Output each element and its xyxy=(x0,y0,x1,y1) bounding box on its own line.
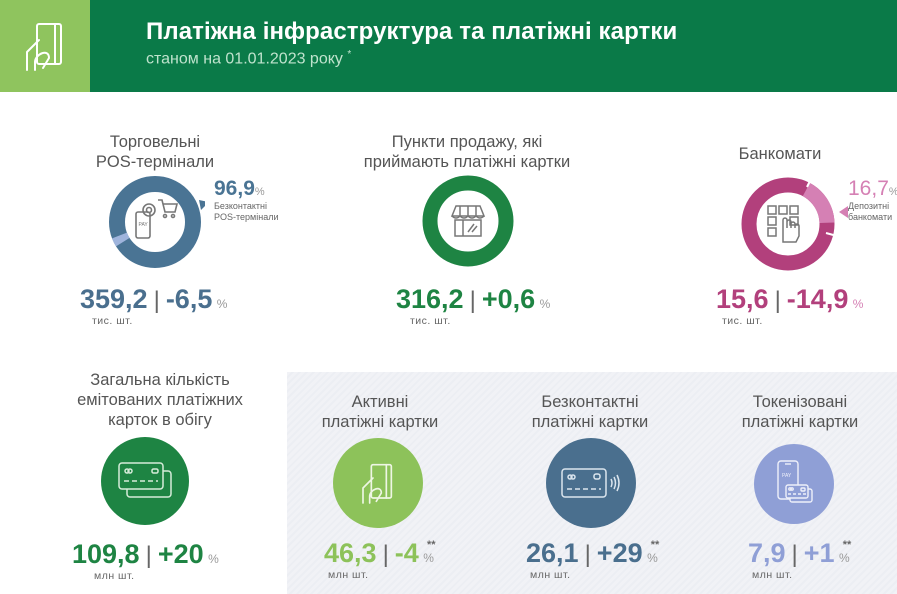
footnote-mark: * xyxy=(347,49,352,60)
atms-donut xyxy=(741,176,838,271)
pos-terminals-block: Торговельні POS-термінали xyxy=(70,132,240,172)
atm-keypad-icon xyxy=(767,205,800,243)
issued-cards-block: Загальна кількість емітованих платіжних … xyxy=(50,370,270,430)
cards-stack-icon xyxy=(118,462,172,498)
sale-points-donut xyxy=(422,175,514,267)
hand-card-icon xyxy=(362,463,393,504)
pos-terminals-title: Торговельні POS-термінали xyxy=(95,133,215,171)
active-cards-value: 46,3 | -4 %** млн шт. xyxy=(324,538,436,581)
issued-cards-title: Загальна кількість емітованих платіжних … xyxy=(77,371,243,429)
tokenized-cards-title: Токенізовані платіжні картки xyxy=(741,393,859,431)
page-subtitle: станом на 01.01.2023 року * xyxy=(146,49,352,68)
issued-cards-value: 109,8 | +20 % млн шт. xyxy=(72,539,219,582)
active-cards-circle xyxy=(333,438,423,528)
sale-points-title: Пункти продажу, які приймають платіжні к… xyxy=(363,133,571,171)
tokenized-cards-value: 7,9 | +1 %** млн шт. xyxy=(748,538,852,581)
svg-text:PAY: PAY xyxy=(782,473,792,479)
sale-points-value: 316,2 | +0,6 % тис. шт. xyxy=(396,284,551,327)
atm-share-arrow xyxy=(839,206,848,218)
contactless-cards-circle xyxy=(546,438,636,528)
sale-points-block: Пункти продажу, які приймають платіжні к… xyxy=(352,132,582,172)
header-main: Платіжна інфраструктура та платіжні карт… xyxy=(90,0,897,92)
pos-terminal-cart-icon: PAY xyxy=(135,199,179,239)
contactless-cards-value: 26,1 | +29 %** млн шт. xyxy=(526,538,660,581)
pos-terminals-value: 359,2 | -6,5 % тис. шт. xyxy=(80,284,228,327)
active-cards-block: Активні платіжні картки xyxy=(300,392,460,432)
tokenized-cards-circle: PAY xyxy=(754,444,834,524)
atm-deposit-share: 16,7% Депозитні банкомати xyxy=(848,177,897,222)
contactless-cards-block: Безконтактні платіжні картки xyxy=(510,392,670,432)
atms-title: Банкомати xyxy=(738,145,822,163)
contactless-card-icon xyxy=(561,468,620,498)
pos-terminals-donut xyxy=(109,176,205,268)
atms-block: Банкомати xyxy=(720,144,840,164)
active-cards-title: Активні платіжні картки xyxy=(321,393,439,431)
header-banner: Платіжна інфраструктура та платіжні карт… xyxy=(0,0,897,92)
tokenized-cards-block: Токенізовані платіжні картки xyxy=(720,392,880,432)
header-icon-box xyxy=(0,0,90,92)
page-title: Платіжна інфраструктура та платіжні карт… xyxy=(146,18,678,45)
issued-cards-circle xyxy=(101,437,189,525)
storefront-icon xyxy=(450,205,486,237)
contactless-cards-title: Безконтактні платіжні картки xyxy=(531,393,649,431)
pos-contactless-share: 96,9% Безконтактні POS-термінали xyxy=(214,177,279,222)
atms-value: 15,6 | -14,9 % тис. шт. xyxy=(716,284,864,327)
svg-text:PAY: PAY xyxy=(139,222,149,228)
hand-card-icon xyxy=(26,23,62,71)
phone-pay-cards-icon: PAY xyxy=(777,460,813,503)
